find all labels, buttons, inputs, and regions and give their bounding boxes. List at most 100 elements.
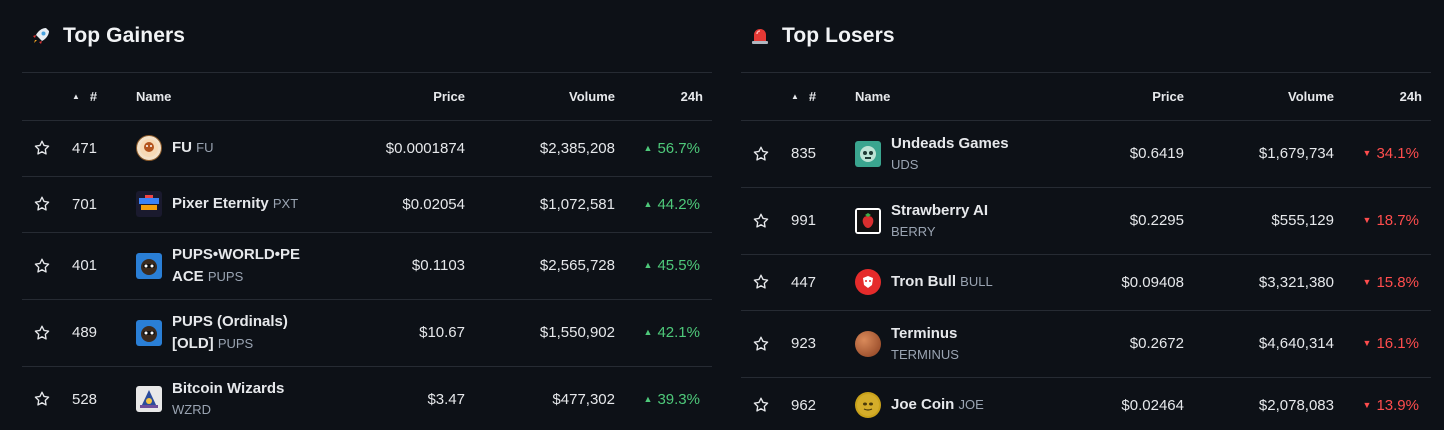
coin-symbol: PXT [272,196,299,211]
change-cell: ▲ 42.1% [615,299,712,367]
rocket-icon [30,25,52,47]
rank-cell: 447 [791,254,855,311]
change-cell: ▲ 56.7% [615,120,712,177]
table-row[interactable]: 962 Joe Coin JOE $0.02464 $2,078,083 ▼ 13… [741,377,1431,430]
coin-name-link[interactable]: FU FU [136,135,311,161]
star-icon[interactable] [33,257,51,275]
price-cell: $0.2295 [1030,187,1184,255]
star-icon[interactable] [752,396,770,414]
star-icon[interactable] [752,145,770,163]
column-header-24h[interactable]: 24h [1334,73,1431,121]
star-icon[interactable] [33,390,51,408]
coin-symbol: PUPS [217,335,254,351]
caret-down-icon: ▼ [1362,338,1372,348]
column-header-volume[interactable]: Volume [1184,73,1334,121]
column-header-price[interactable]: Price [311,73,465,121]
coin-name-link[interactable]: Pixer Eternity PXT [136,191,311,217]
column-header-name[interactable]: Name [855,73,1030,121]
top-gainers-panel: Top Gainers ▲ # Name Price Volume 24h 471 [22,0,712,430]
bitcoin-wizards-icon [136,386,162,412]
star-icon[interactable] [33,195,51,213]
coin-name-link[interactable]: Strawberry AI BERRY [855,200,1030,242]
caret-up-icon: ▲ [643,198,653,209]
price-cell: $0.0001874 [311,120,465,177]
fu-coin-icon [136,135,162,161]
volume-cell: $2,385,208 [465,120,615,177]
star-icon[interactable] [752,273,770,291]
change-cell: ▼ 18.7% [1334,187,1431,255]
table-header-row: ▲ # Name Price Volume 24h [22,73,712,121]
star-icon[interactable] [752,335,770,353]
volume-cell: $1,679,734 [1184,120,1334,188]
top-gainers-table: ▲ # Name Price Volume 24h 471 FU FU $0.00… [22,73,712,430]
coin-name-link[interactable]: PUPS (Ordinals) [OLD] PUPS [136,311,311,355]
volume-cell: $2,078,083 [1184,377,1334,430]
table-row[interactable]: 923 Terminus TERMINUS $0.2672 $4,640,314 … [741,310,1431,378]
coin-symbol: UDS [891,156,919,172]
caret-down-icon: ▼ [1362,215,1372,225]
caret-up-icon: ▲ [643,393,653,404]
column-header-name[interactable]: Name [136,73,311,121]
volume-cell: $4,640,314 [1184,310,1334,378]
rank-cell: 489 [72,299,136,367]
coin-symbol: BULL [960,274,993,289]
volume-cell: $2,565,728 [465,232,615,300]
pups-coin-icon [136,252,162,279]
caret-up-icon: ▲ [643,260,653,270]
coin-symbol: TERMINUS [891,346,959,362]
price-cell: $10.67 [311,299,465,367]
rank-cell: 991 [791,187,855,255]
change-cell: ▼ 13.9% [1334,377,1431,430]
column-header-rank[interactable]: ▲ # [72,73,136,121]
column-header-price[interactable]: Price [1030,73,1184,121]
change-cell: ▲ 44.2% [615,176,712,233]
rank-cell: 401 [72,232,136,300]
coin-name-link[interactable]: Joe Coin JOE [855,392,1030,418]
change-cell: ▲ 45.5% [615,232,712,300]
price-cell: $0.02054 [311,176,465,233]
coin-name: PUPS•WORLD•PE [172,245,301,263]
coin-name-link[interactable]: Undeads Games UDS [855,133,1030,175]
coin-symbol: JOE [958,397,984,412]
column-header-24h[interactable]: 24h [615,73,712,121]
table-row[interactable]: 489 PUPS (Ordinals) [OLD] PUPS $10.67 $1,… [22,299,712,367]
star-icon[interactable] [33,139,51,157]
top-losers-panel: Top Losers ▲ # Name Price Volume 24h 835 [741,0,1431,430]
star-icon[interactable] [33,324,51,342]
rank-cell: 701 [72,176,136,233]
top-losers-title: Top Losers [782,24,895,47]
coin-name-link[interactable]: Bitcoin Wizards WZRD [136,378,311,420]
coin-name: Tron Bull [891,273,956,290]
table-row[interactable]: 447 Tron Bull BULL $0.09408 $3,321,380 ▼… [741,254,1431,311]
strawberry-ai-icon [855,207,881,234]
coin-name-link[interactable]: Tron Bull BULL [855,269,1030,295]
table-row[interactable]: 701 Pixer Eternity PXT $0.02054 $1,072,5… [22,176,712,233]
star-icon[interactable] [752,212,770,230]
table-row[interactable]: 835 Undeads Games UDS $0.6419 $1,679,734 … [741,120,1431,188]
table-row[interactable]: 401 PUPS•WORLD•PE ACE PUPS $0.1103 $2,565… [22,232,712,300]
caret-up-icon: ▲ [643,327,653,337]
caret-down-icon: ▼ [1362,276,1372,287]
coin-name: Joe Coin [891,396,955,413]
column-header-rank[interactable]: ▲ # [791,73,855,121]
coin-name: PUPS (Ordinals) [172,312,288,330]
coin-name: Undeads Games [891,134,1009,152]
coin-name-link[interactable]: PUPS•WORLD•PE ACE PUPS [136,244,311,288]
column-header-volume[interactable]: Volume [465,73,615,121]
table-row[interactable]: 528 Bitcoin Wizards WZRD $3.47 $477,302 ▲… [22,366,712,430]
change-cell: ▼ 16.1% [1334,310,1431,378]
table-row[interactable]: 991 Strawberry AI BERRY $0.2295 $555,129 … [741,187,1431,255]
price-cell: $0.6419 [1030,120,1184,188]
change-cell: ▲ 39.3% [615,366,712,430]
tron-bull-icon [855,269,881,295]
top-losers-header: Top Losers [741,0,1431,73]
change-cell: ▼ 15.8% [1334,254,1431,311]
coin-name-continued: ACE [172,267,204,285]
coin-name: Bitcoin Wizards [172,380,285,397]
sort-asc-icon: ▲ [72,91,80,101]
top-gainers-header: Top Gainers [22,0,712,73]
coin-name-link[interactable]: Terminus TERMINUS [855,323,1030,365]
table-row[interactable]: 471 FU FU $0.0001874 $2,385,208 ▲ 56.7% [22,120,712,177]
price-cell: $0.02464 [1030,377,1184,430]
price-cell: $3.47 [311,366,465,430]
